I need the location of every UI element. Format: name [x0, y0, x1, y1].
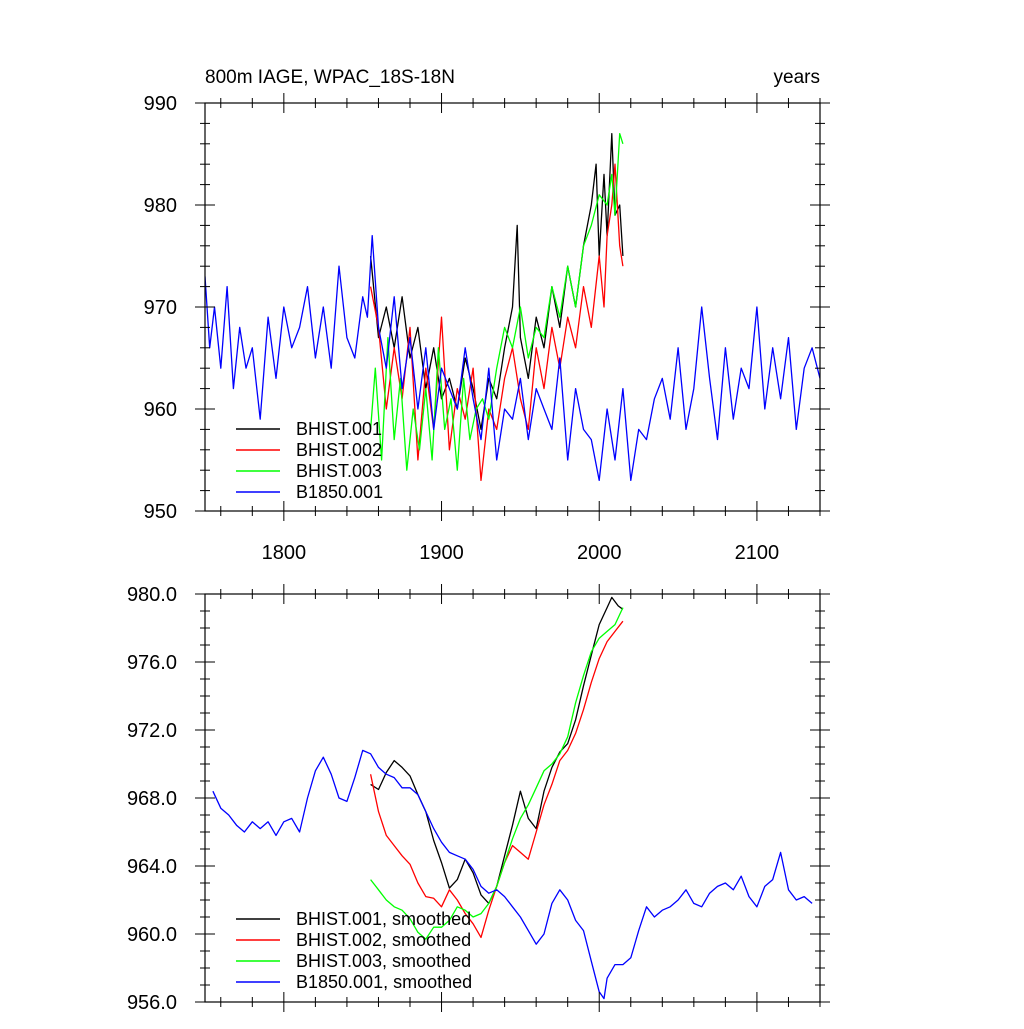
series-line-3: [369, 132, 624, 471]
y-tick-label: 964.0: [127, 856, 177, 878]
legend-label: BHIST.002: [296, 440, 382, 460]
y-tick-label: 976.0: [127, 652, 177, 674]
y-tick-label: 990: [144, 93, 177, 115]
y-tick-label: 980.0: [127, 584, 177, 606]
y-tick-label: 956.0: [127, 992, 177, 1014]
legend-label: B1850.001, smoothed: [296, 972, 472, 992]
x-tick-label: 2100: [735, 542, 780, 564]
chart-title: 800m IAGE, WPAC_18S-18N: [205, 67, 455, 88]
y-tick-label: 970: [144, 297, 177, 319]
chart-panel-2: 956.0 960.0 964.0 968.0 972.0 976.0 980.0 BHIST…: [127, 584, 830, 1014]
legend-label: BHIST.001, smoothed: [296, 909, 471, 929]
chart-panel-1: 950 960 970 980 990 1800 1900 2000 2100 800m IAGE…: [144, 67, 830, 564]
series-line-1: [369, 132, 624, 431]
series-line-1: [370, 596, 624, 905]
y-tick-label: 972.0: [127, 720, 177, 742]
y-tick-label: 960: [144, 399, 177, 421]
legend-label: B1850.001: [296, 482, 383, 502]
series-line-4: [212, 749, 813, 1000]
y-tick-label: 980: [144, 195, 177, 217]
legend-label: BHIST.003: [296, 461, 382, 481]
legend-label: BHIST.003, smoothed: [296, 951, 471, 971]
series-line-3: [370, 607, 624, 940]
legend-label: BHIST.001: [296, 419, 382, 439]
x-tick-label: 2000: [577, 542, 622, 564]
series-line-2: [369, 163, 624, 482]
series-line-4: [205, 234, 820, 482]
legend-label: BHIST.002, smoothed: [296, 930, 471, 950]
y-tick-label: 960.0: [127, 924, 177, 946]
x-tick-label: 1900: [419, 542, 464, 564]
chart-units: years: [774, 67, 820, 88]
x-tick-label: 1800: [262, 542, 307, 564]
series-lines: [205, 132, 820, 482]
y-tick-label: 968.0: [127, 788, 177, 810]
y-tick-label: 950: [144, 501, 177, 523]
series-lines: [212, 596, 813, 1000]
